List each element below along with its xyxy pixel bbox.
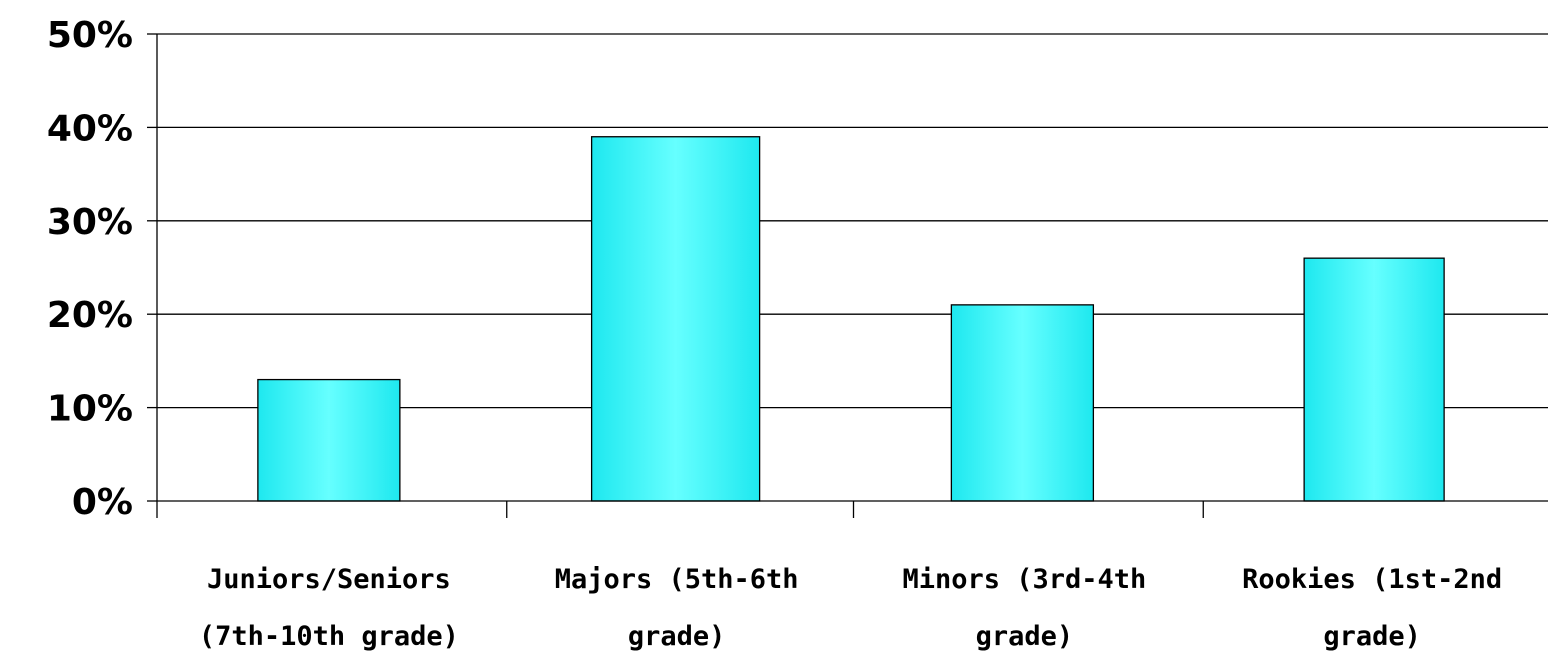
y-tick-label-40: 40% — [47, 108, 133, 149]
bars — [257, 136, 1445, 502]
y-tick-label-50: 50% — [47, 15, 133, 56]
y-tick-label-30: 30% — [47, 202, 133, 243]
bar-3 — [1303, 257, 1445, 502]
bar-0 — [257, 378, 401, 502]
x-category-label-0-line-1: (7th-10th grade) — [199, 621, 459, 652]
x-category-label-2-line-0: Minors (3rd-4th — [902, 564, 1146, 595]
x-category-label-3-line-1: grade) — [1323, 621, 1421, 652]
y-tick-labels: 0% 10% 20% 30% 40% 50% — [47, 15, 133, 523]
x-category-label-1-line-1: grade) — [628, 621, 726, 652]
x-category-label-3-line-0: Rookies (1st-2nd — [1242, 564, 1502, 595]
x-category-label-2-line-1: grade) — [976, 621, 1074, 652]
axes — [147, 33, 1548, 518]
x-category-label-1-line-0: Majors (5th-6th — [555, 564, 799, 595]
y-tick-label-10: 10% — [47, 389, 133, 430]
bar-1 — [590, 136, 761, 502]
x-category-label-0-line-0: Juniors/Seniors — [207, 564, 451, 595]
y-tick-label-0: 0% — [72, 482, 133, 523]
y-tick-label-20: 20% — [47, 295, 133, 336]
bar-2 — [950, 304, 1095, 502]
x-category-labels: Juniors/Seniors (7th-10th grade) Majors (5… — [199, 564, 1502, 652]
